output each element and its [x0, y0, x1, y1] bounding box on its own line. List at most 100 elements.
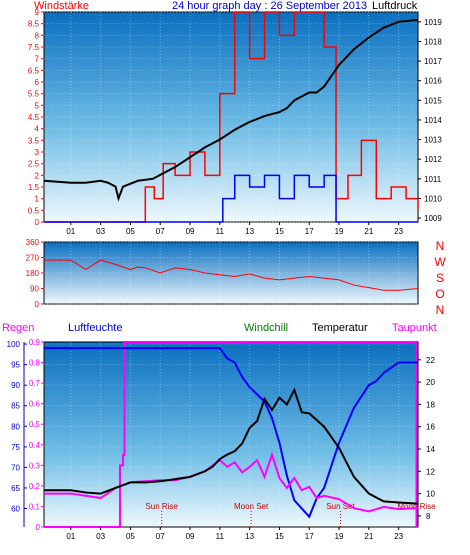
chart-title: 24 hour graph day : 26 September 2013 — [172, 0, 367, 12]
y-rain-tick-label: 0 — [36, 523, 41, 532]
y-tick-label: 360 — [26, 238, 40, 247]
y-temp-tick-label: 14 — [426, 445, 435, 454]
y-left-tick-label: 4.5 — [28, 113, 40, 122]
x-tick-label: 13 — [245, 227, 254, 236]
y-temp-tick-label: 12 — [426, 467, 435, 476]
y-right-tick-label: 1010 — [424, 194, 442, 203]
x-tick-label: 09 — [186, 532, 195, 541]
label-temperatur: Temperatur — [312, 322, 368, 334]
x-tick-label: 05 — [126, 227, 135, 236]
y-tick-label: 0 — [35, 300, 40, 309]
series-luftfeuchte — [44, 347, 418, 519]
y-right-tick-label: 1012 — [424, 155, 442, 164]
y-right-tick-label: 1019 — [424, 18, 442, 27]
x-tick-label: 11 — [216, 532, 225, 541]
y-right-tick-label: 1018 — [424, 37, 442, 46]
label-luftfeuchte: Luftfeuchte — [68, 322, 122, 334]
event-label: Sun Rise — [145, 502, 178, 511]
y-humidity-tick-label: 100 — [7, 340, 21, 349]
y-left-tick-label: 9 — [35, 8, 40, 17]
y-right-tick-label: 1015 — [424, 96, 442, 105]
x-tick-label: 07 — [156, 532, 165, 541]
label-taupunkt: Taupunkt — [392, 322, 437, 334]
x-tick-label: 21 — [364, 227, 373, 236]
y-left-tick-label: 8.5 — [28, 20, 40, 29]
y-temp-tick-label: 16 — [426, 423, 435, 432]
y-left-tick-label: 5 — [35, 101, 40, 110]
event-label: Sun Set — [326, 502, 355, 511]
y-rain-tick-label: 0.7 — [29, 379, 41, 388]
series-windstaerke — [44, 174, 418, 223]
y-left-tick-label: 4 — [35, 125, 40, 134]
direction-label: O — [435, 287, 444, 301]
y-humidity-tick-label: 70 — [11, 463, 20, 472]
y-left-tick-label: 1 — [35, 195, 40, 204]
x-tick-label: 09 — [186, 227, 195, 236]
y-rain-tick-label: 0.3 — [29, 461, 41, 470]
y-left-tick-label: 7.5 — [28, 43, 40, 52]
y-rain-tick-label: 0.5 — [29, 420, 41, 429]
label-windchill: Windchill — [244, 322, 288, 334]
direction-label: N — [436, 303, 445, 317]
y-left-tick-label: 0 — [35, 218, 40, 227]
y-rain-tick-label: 0.1 — [29, 502, 41, 511]
y-humidity-tick-label: 90 — [11, 381, 20, 390]
y-left-tick-label: 0.5 — [28, 206, 40, 215]
y-temp-tick-label: 8 — [426, 512, 431, 521]
x-tick-label: 23 — [394, 532, 403, 541]
x-tick-label: 17 — [305, 532, 314, 541]
x-tick-label: 05 — [126, 532, 135, 541]
y-humidity-tick-label: 65 — [11, 484, 20, 493]
y-temp-tick-label: 22 — [426, 356, 435, 365]
y-right-tick-label: 1011 — [424, 175, 442, 184]
y-humidity-tick-label: 75 — [11, 443, 20, 452]
label-regen: Regen — [2, 322, 34, 334]
x-tick-label: 03 — [96, 532, 105, 541]
y-left-tick-label: 3 — [35, 148, 40, 157]
y-left-tick-label: 2.5 — [28, 160, 40, 169]
y-left-tick-label: 7 — [35, 55, 40, 64]
x-tick-label: 01 — [66, 532, 75, 541]
y-right-tick-label: 1013 — [424, 136, 442, 145]
y-tick-label: 180 — [26, 269, 40, 278]
direction-label: S — [436, 271, 444, 285]
x-tick-label: 19 — [335, 227, 344, 236]
y-left-tick-label: 3.5 — [28, 136, 40, 145]
y-rain-tick-label: 0.9 — [29, 338, 41, 347]
y-rain-tick-label: 0.6 — [29, 400, 41, 409]
y-right-tick-label: 1016 — [424, 77, 442, 86]
y-temp-tick-label: 20 — [426, 378, 435, 387]
x-tick-label: 21 — [364, 532, 373, 541]
event-label: Moon Set — [234, 502, 269, 511]
x-tick-label: 01 — [66, 227, 75, 236]
y-left-tick-label: 5.5 — [28, 90, 40, 99]
temperature-humidity-plot-area — [43, 341, 419, 528]
x-tick-label: 03 — [96, 227, 105, 236]
series-windrichtung — [44, 259, 419, 291]
y-left-tick-label: 8 — [35, 31, 40, 40]
x-tick-label: 13 — [245, 532, 254, 541]
y-right-tick-label: 1009 — [424, 214, 442, 223]
y-right-tick-label: 1017 — [424, 57, 442, 66]
left-axis-label-windstaerke: Windstärke — [34, 0, 89, 12]
y-right-tick-label: 1014 — [424, 116, 442, 125]
x-tick-label: 23 — [394, 227, 403, 236]
y-left-tick-label: 1.5 — [28, 183, 40, 192]
x-tick-label: 15 — [275, 532, 284, 541]
y-temp-tick-label: 18 — [426, 400, 435, 409]
y-left-tick-label: 6 — [35, 78, 40, 87]
y-humidity-tick-label: 60 — [11, 505, 20, 514]
y-rain-tick-label: 0.8 — [29, 359, 41, 368]
y-tick-label: 90 — [30, 285, 39, 294]
series-temperatur — [44, 387, 419, 505]
x-tick-label: 11 — [216, 227, 225, 236]
x-tick-label: 17 — [305, 227, 314, 236]
y-rain-tick-label: 0.4 — [29, 441, 41, 450]
y-humidity-tick-label: 80 — [11, 422, 20, 431]
y-temp-tick-label: 10 — [426, 490, 435, 499]
series-luftdruck — [43, 18, 419, 202]
x-tick-label: 07 — [156, 227, 165, 236]
x-tick-label: 19 — [335, 532, 344, 541]
direction-label: N — [436, 239, 445, 253]
